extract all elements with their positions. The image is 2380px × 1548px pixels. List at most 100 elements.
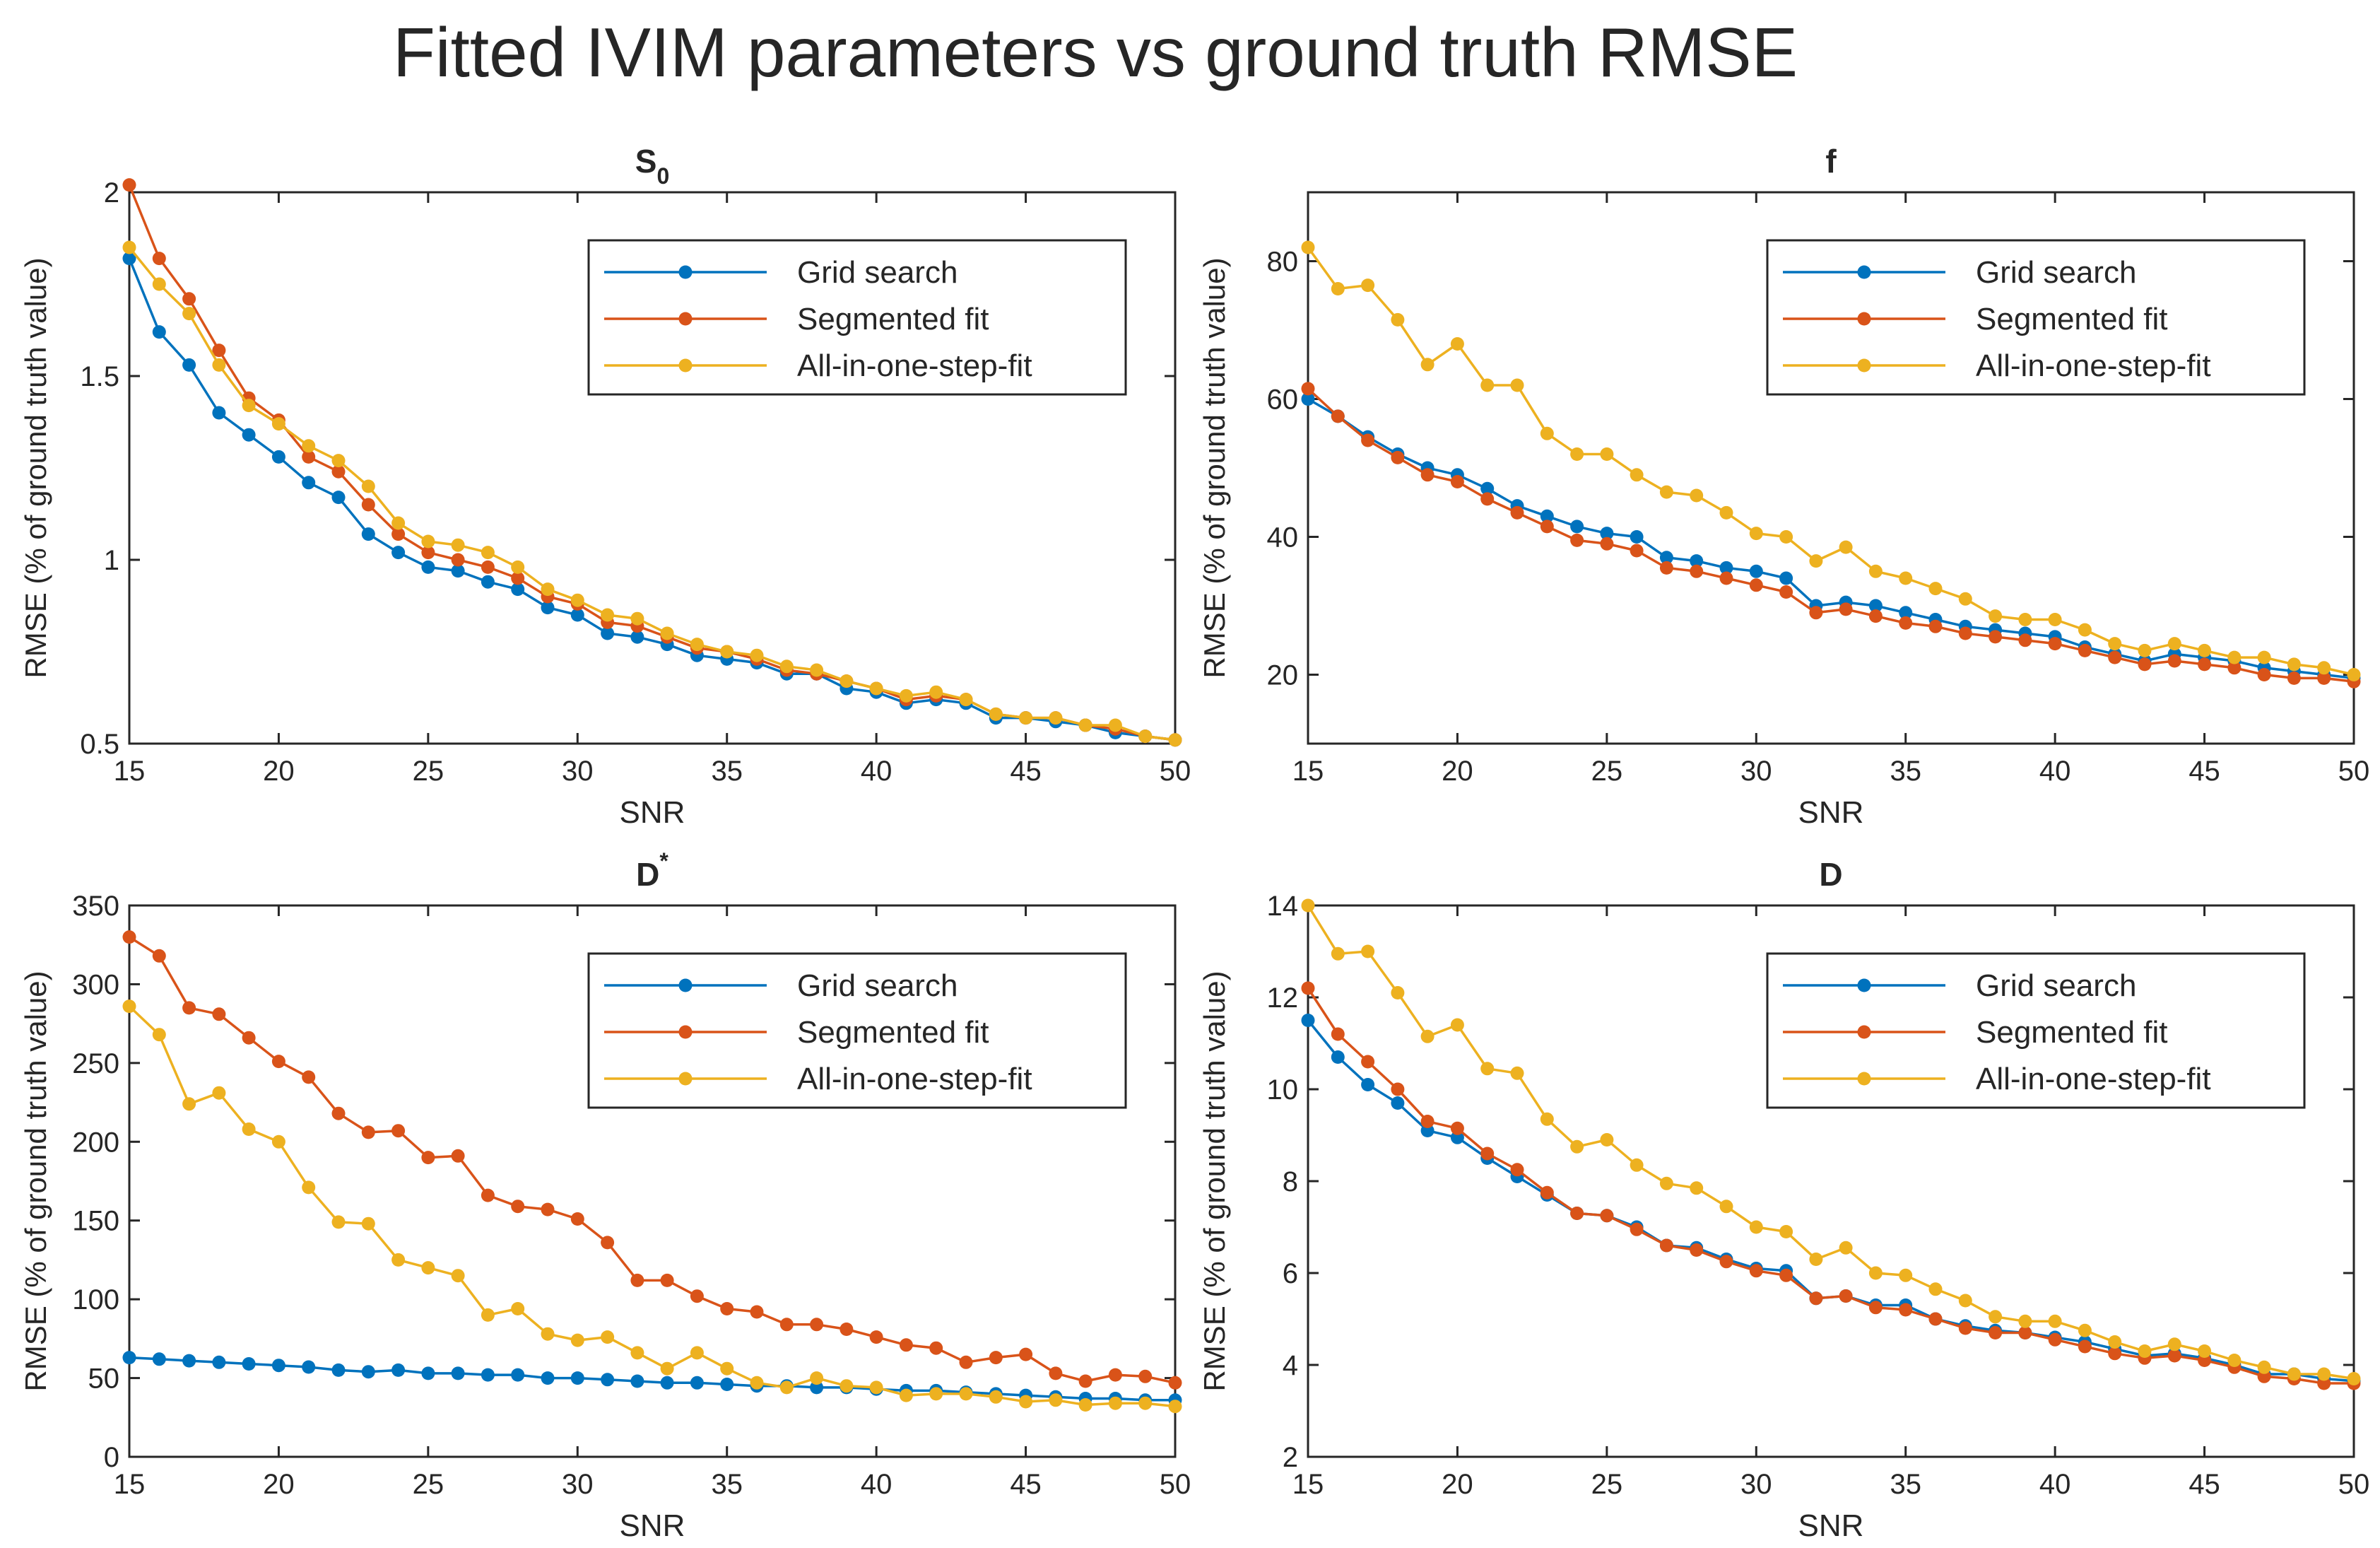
data-point-segmented-fit (869, 1330, 883, 1344)
legend-label-segmented-fit: Segmented fit (1976, 1015, 2168, 1050)
data-point-all-in-one-step-fit (1540, 426, 1554, 440)
data-point-grid-search (690, 1376, 704, 1390)
data-point-all-in-one-step-fit (511, 1302, 525, 1315)
data-point-grid-search (1450, 1130, 1464, 1144)
data-point-segmented-fit (750, 1305, 764, 1319)
data-point-segmented-fit (2078, 1339, 2092, 1354)
legend-box (587, 239, 1127, 396)
data-point-all-in-one-step-fit (779, 659, 794, 674)
y-tick-label: 200 (72, 1127, 119, 1158)
data-point-all-in-one-step-fit (1510, 1066, 1524, 1080)
data-point-segmented-fit (182, 292, 196, 306)
data-point-all-in-one-step-fit (2078, 623, 2092, 637)
data-point-all-in-one-step-fit (1108, 1396, 1122, 1410)
y-tick-label: 300 (72, 969, 119, 1000)
legend-marker-segmented-fit (678, 312, 693, 326)
chart-panel-4: 15 20 25 30 35 40 45 50 2 4 6 8 10 12 14 SNR RMSE (% of … (1198, 856, 2369, 1543)
data-point-grid-search (720, 1378, 734, 1391)
data-point-segmented-fit (1450, 1121, 1464, 1135)
data-point-segmented-fit (1928, 1312, 1943, 1326)
data-point-grid-search (601, 1373, 615, 1387)
data-point-segmented-fit (122, 930, 136, 944)
legend-label-grid-search: Grid search (1976, 968, 2136, 1003)
data-point-grid-search (570, 608, 584, 622)
data-point-all-in-one-step-fit (361, 479, 375, 493)
data-point-all-in-one-step-fit (660, 626, 674, 640)
data-point-all-in-one-step-fit (601, 1330, 615, 1344)
x-tick-label: 20 (1442, 1469, 1473, 1500)
chart-panel-2: 15 20 25 30 35 40 45 50 20 40 60 80 SNR RMSE (% of gr… (1198, 143, 2369, 830)
data-point-grid-search (1749, 564, 1763, 578)
data-point-grid-search (660, 1376, 674, 1390)
y-tick-label: 60 (1267, 385, 1299, 416)
data-point-segmented-fit (899, 1338, 913, 1352)
data-point-all-in-one-step-fit (1989, 609, 2003, 623)
x-tick-label: 25 (1591, 1469, 1623, 1500)
data-point-all-in-one-step-fit (899, 688, 913, 703)
data-point-segmented-fit (1331, 1027, 1345, 1041)
y-tick-label: 14 (1267, 891, 1299, 922)
y-tick-label: 2 (104, 177, 119, 209)
chart-panel-3: 15 20 25 30 35 40 45 50 0 50 100 150 200 250 300 350 SNR… (19, 848, 1191, 1543)
data-point-all-in-one-step-fit (720, 1361, 734, 1376)
data-point-grid-search (541, 1371, 555, 1385)
data-point-segmented-fit (1049, 1366, 1063, 1380)
data-point-all-in-one-step-fit (1839, 1241, 1853, 1255)
data-point-all-in-one-step-fit (2287, 1367, 2301, 1381)
data-point-all-in-one-step-fit (541, 1327, 555, 1341)
data-point-segmented-fit (391, 527, 406, 541)
data-point-grid-search (541, 601, 555, 615)
data-point-grid-search (1868, 599, 1883, 613)
data-point-segmented-fit (1839, 602, 1853, 616)
legend-marker-grid-search (678, 978, 693, 992)
data-point-segmented-fit (1361, 433, 1375, 447)
y-axis-label: RMSE (% of ground truth value) (19, 971, 52, 1391)
data-point-segmented-fit (1108, 1368, 1122, 1382)
data-point-grid-search (242, 428, 256, 442)
data-point-all-in-one-step-fit (2108, 1335, 2122, 1349)
data-point-all-in-one-step-fit (1659, 485, 1673, 499)
data-point-all-in-one-step-fit (2227, 650, 2241, 664)
data-point-segmented-fit (2167, 1349, 2181, 1363)
data-point-grid-search (1570, 520, 1584, 534)
data-point-segmented-fit (451, 553, 465, 567)
data-point-segmented-fit (1301, 382, 1315, 396)
data-point-segmented-fit (1749, 1264, 1763, 1278)
x-tick-label: 50 (2338, 756, 2370, 787)
data-point-segmented-fit (1168, 1376, 1182, 1390)
data-point-all-in-one-step-fit (959, 693, 973, 707)
data-point-grid-search (271, 1359, 285, 1373)
data-point-segmented-fit (810, 1318, 824, 1332)
data-point-grid-search (1301, 392, 1315, 406)
data-point-segmented-fit (2198, 657, 2212, 672)
data-point-segmented-fit (2287, 671, 2301, 685)
data-point-grid-search (1420, 1124, 1435, 1137)
chart-title: D (1819, 856, 1842, 893)
data-point-all-in-one-step-fit (690, 638, 704, 652)
data-point-all-in-one-step-fit (1928, 582, 1943, 596)
data-point-segmented-fit (1391, 450, 1405, 464)
data-point-segmented-fit (2018, 633, 2032, 647)
data-point-all-in-one-step-fit (2078, 1323, 2092, 1337)
data-point-segmented-fit (1630, 1222, 1644, 1236)
data-point-all-in-one-step-fit (2108, 637, 2122, 651)
data-point-all-in-one-step-fit (421, 534, 435, 549)
data-point-segmented-fit (1989, 1326, 2003, 1339)
data-point-grid-search (361, 527, 375, 541)
data-point-segmented-fit (2048, 637, 2062, 651)
data-point-segmented-fit (1480, 492, 1495, 506)
data-point-segmented-fit (1301, 981, 1315, 995)
data-point-grid-search (1391, 1096, 1405, 1110)
data-point-segmented-fit (1361, 1055, 1375, 1069)
data-point-segmented-fit (660, 1273, 674, 1287)
y-tick-label: 4 (1283, 1350, 1298, 1381)
data-point-segmented-fit (570, 1212, 584, 1226)
data-point-segmented-fit (1600, 1209, 1614, 1223)
data-point-segmented-fit (212, 1007, 226, 1021)
data-point-grid-search (570, 1371, 584, 1385)
data-point-grid-search (630, 630, 644, 644)
data-point-grid-search (1540, 509, 1554, 523)
legend-marker-all-in-one-step-fit (1857, 1072, 1871, 1086)
data-point-all-in-one-step-fit (331, 454, 346, 468)
data-point-all-in-one-step-fit (1510, 378, 1524, 392)
